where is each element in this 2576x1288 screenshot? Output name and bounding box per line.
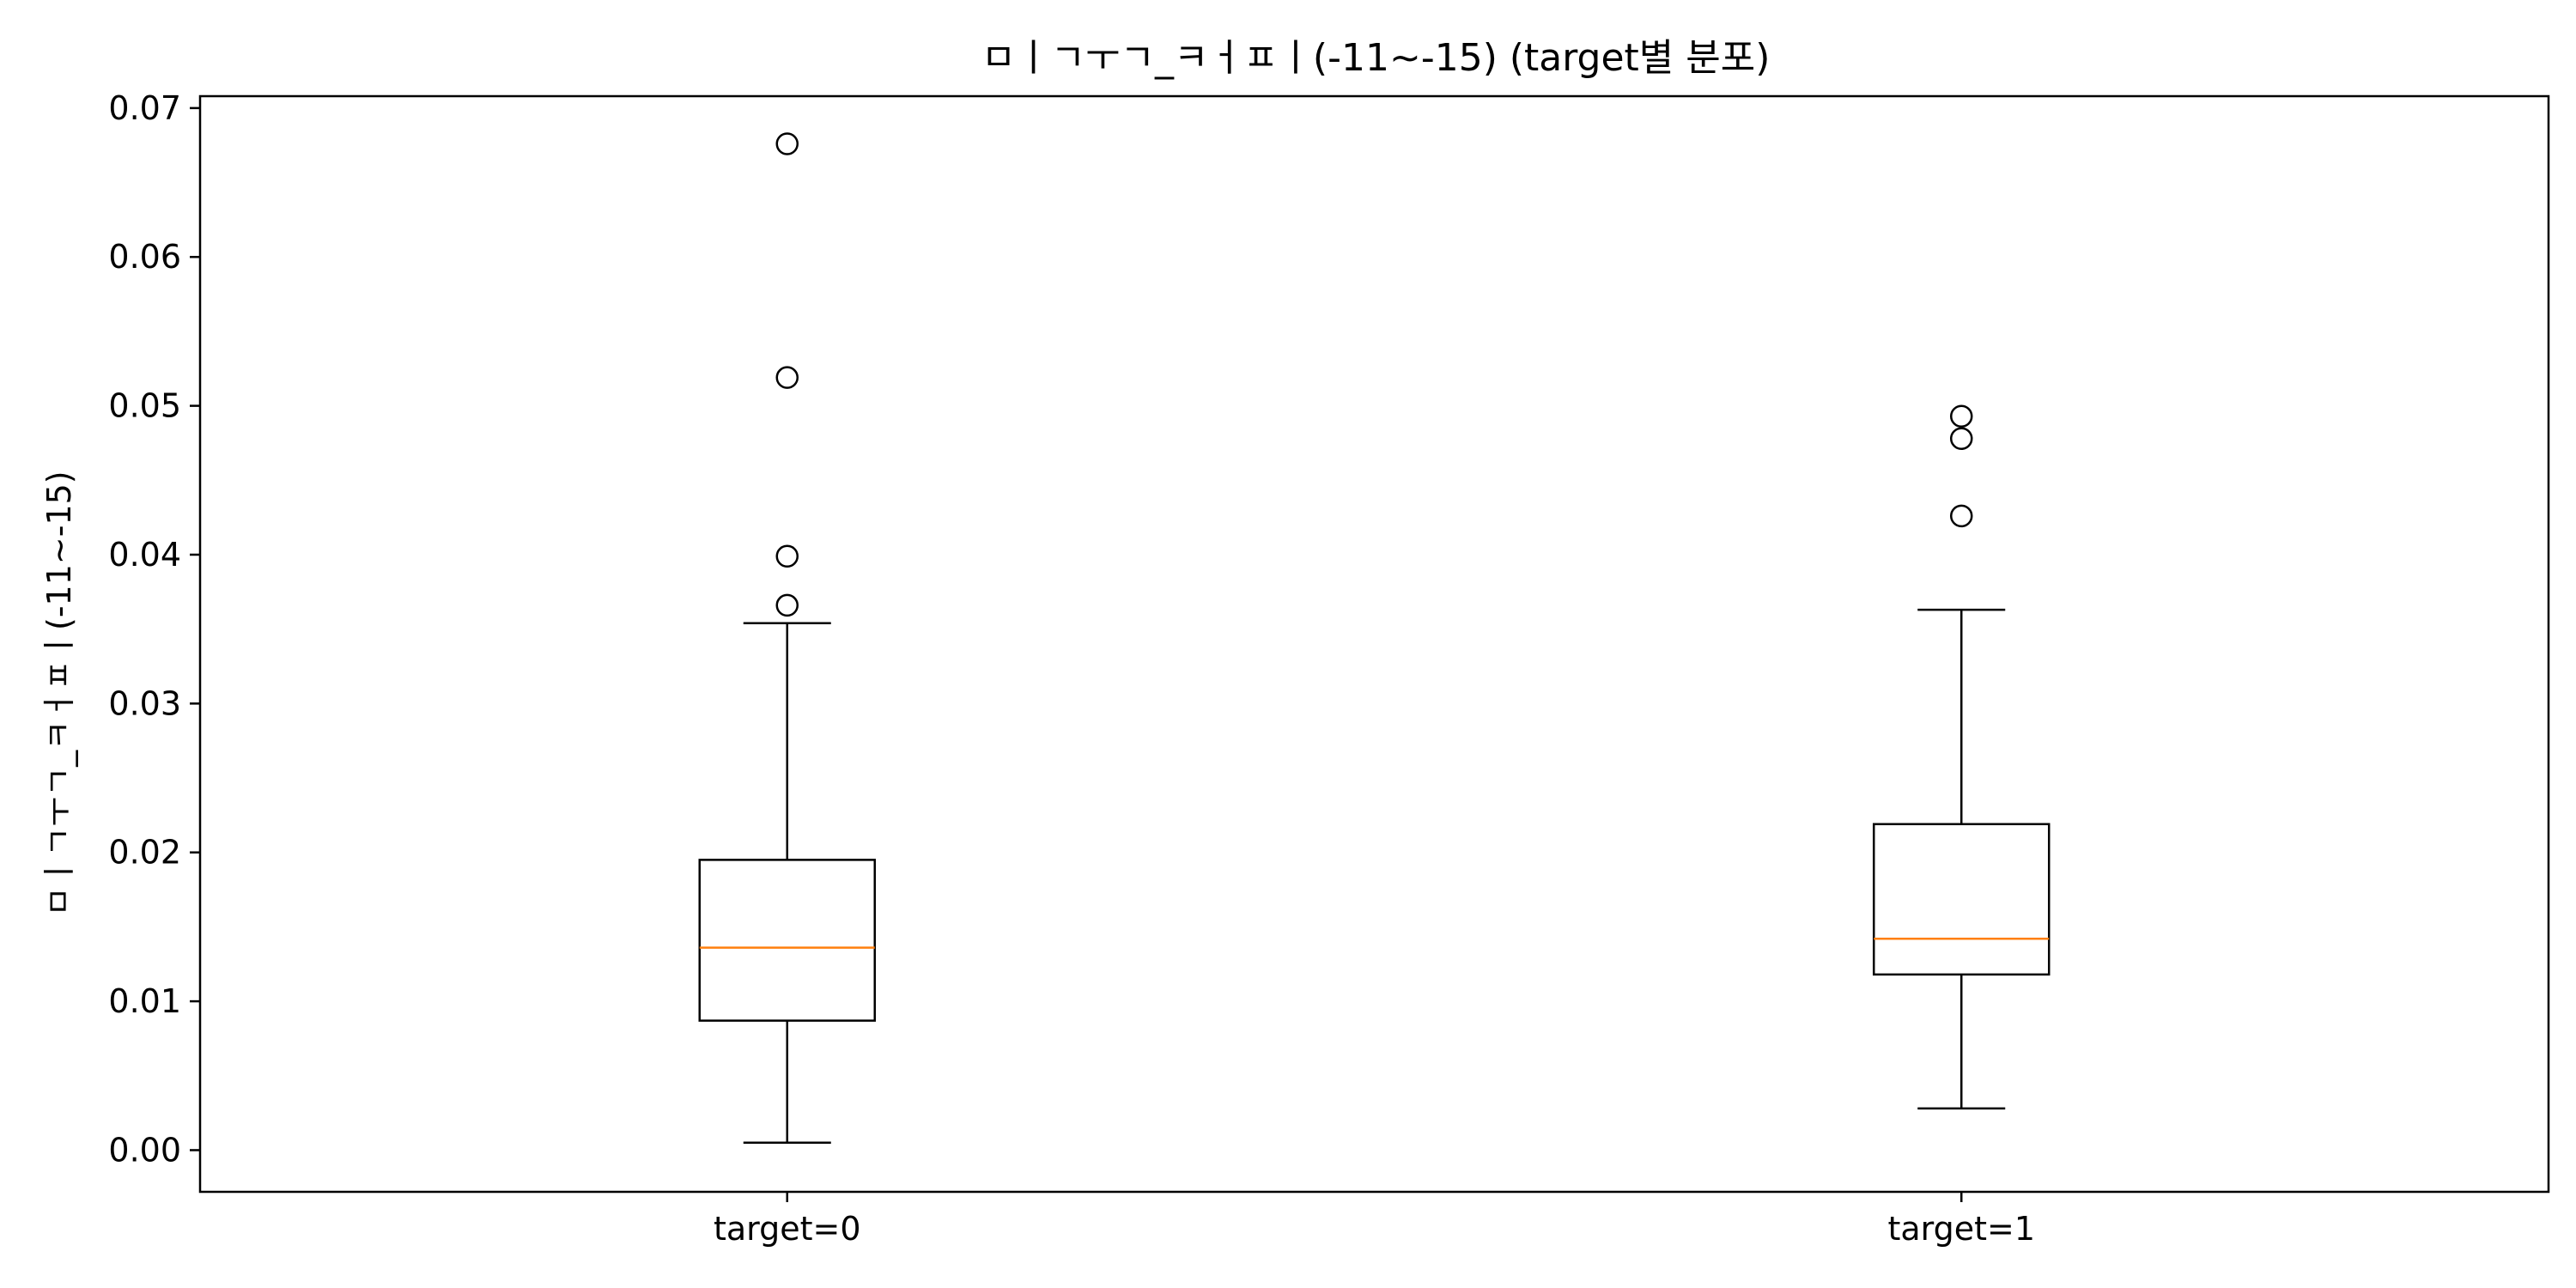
y-axis-label: ㅁㅣㄱㅜㄱ_ㅋㅓㅍㅣ(-11~-15) [40,471,78,916]
y-tick-label: 0.01 [108,982,181,1020]
outlier-point [775,544,799,568]
x-tick-label: target=0 [714,1210,861,1248]
outlier-point [1950,427,1973,450]
plot-frame [198,94,2550,1194]
plot-area: 0.00 0.01 0.02 0.03 0.04 0.05 0.06 0.07 target=0… [108,89,2050,1248]
outlier-point [775,593,799,617]
outlier-point [1950,404,1973,428]
box-iqr [1873,823,2050,976]
y-tick-label: 0.00 [108,1131,181,1169]
outlier-point [775,132,799,155]
outlier-point [775,366,799,389]
y-tick-label: 0.05 [108,387,181,425]
y-tick-label: 0.04 [108,536,181,574]
y-tick-label: 0.02 [108,834,181,872]
y-tick-label: 0.07 [108,89,181,127]
box-iqr [698,859,876,1022]
chart-title: ㅁㅣㄱㅜㄱ_ㅋㅓㅍㅣ(-11~-15) (target별 분포) [981,36,1771,80]
y-tick-label: 0.03 [108,684,181,722]
x-tick-label: target=1 [1887,1210,2035,1248]
outlier-point [1950,504,1973,528]
y-tick-label: 0.06 [108,238,181,276]
